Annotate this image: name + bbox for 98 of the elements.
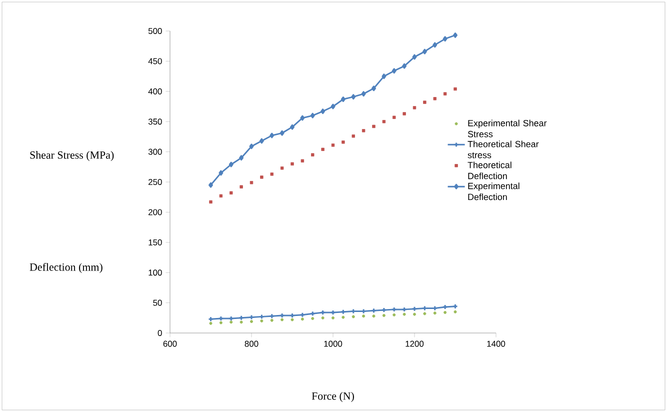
legend-label: Theoretical Shear stress xyxy=(468,140,539,158)
point xyxy=(310,112,315,118)
point xyxy=(361,91,366,97)
point xyxy=(443,92,447,96)
point xyxy=(219,321,222,324)
point xyxy=(352,315,355,318)
x-axis-title: Force (N) xyxy=(312,392,354,402)
point xyxy=(300,318,304,321)
point xyxy=(372,314,376,318)
point xyxy=(209,200,212,204)
point xyxy=(331,144,335,147)
point xyxy=(209,322,212,325)
point xyxy=(250,320,253,324)
point xyxy=(330,104,336,110)
point xyxy=(249,144,254,150)
y-tick-label: 50 xyxy=(153,300,162,306)
point xyxy=(454,310,457,314)
point xyxy=(311,153,314,156)
point xyxy=(300,115,305,121)
point xyxy=(290,124,294,130)
point xyxy=(412,54,417,60)
y-tick-label: 450 xyxy=(148,58,162,64)
y-tick-label: 150 xyxy=(148,239,162,246)
y-tick-label: 200 xyxy=(148,209,162,216)
point xyxy=(352,134,355,138)
point xyxy=(230,191,233,194)
point xyxy=(422,48,427,54)
point xyxy=(270,132,274,138)
point xyxy=(208,182,213,188)
x-tick-label: 1200 xyxy=(406,340,424,347)
point xyxy=(321,316,324,320)
x-tick-label: 1400 xyxy=(487,340,506,347)
point xyxy=(300,159,304,162)
point xyxy=(433,312,436,315)
point xyxy=(402,312,406,316)
point xyxy=(270,318,274,322)
point xyxy=(219,194,223,198)
point xyxy=(423,100,426,104)
y-tick-label: 250 xyxy=(148,179,162,185)
point xyxy=(239,155,244,161)
point xyxy=(260,176,264,179)
point xyxy=(218,170,224,176)
point xyxy=(362,129,366,132)
point xyxy=(230,320,233,324)
point xyxy=(433,97,436,100)
point xyxy=(423,312,426,316)
point xyxy=(228,162,234,168)
point xyxy=(453,32,458,38)
point xyxy=(280,130,284,136)
legend-label: Theoretical Deflection xyxy=(468,162,512,180)
legend-label: Experimental Deflection xyxy=(468,182,520,200)
y-tick-label: 350 xyxy=(148,118,162,125)
point xyxy=(392,313,396,316)
point xyxy=(259,138,264,144)
point xyxy=(382,120,386,124)
point xyxy=(311,317,314,320)
y-tick-label: 0 xyxy=(158,330,162,336)
point xyxy=(280,318,284,322)
point xyxy=(351,94,356,100)
y-tick-label: 300 xyxy=(148,148,162,155)
x-tick-label: 1000 xyxy=(324,340,342,347)
point xyxy=(372,124,376,128)
point xyxy=(382,314,386,317)
y-tick-label: 100 xyxy=(148,270,162,276)
point xyxy=(240,320,243,324)
x-tick-label: 800 xyxy=(244,340,258,347)
point xyxy=(412,106,416,110)
point xyxy=(290,162,294,166)
point xyxy=(444,310,447,314)
point xyxy=(280,166,284,170)
y-axis-title: Shear Stress (MPa) xyxy=(30,151,114,161)
point xyxy=(270,172,274,176)
point xyxy=(454,87,457,91)
point xyxy=(332,316,335,320)
point xyxy=(392,116,396,119)
point xyxy=(442,36,448,42)
y-tick-label: 400 xyxy=(148,88,162,94)
point xyxy=(432,42,438,48)
point xyxy=(321,148,324,151)
point xyxy=(240,185,243,188)
point xyxy=(290,318,294,322)
legend-label: Experimental Shear Stress xyxy=(468,120,547,138)
y-tick-label: 500 xyxy=(148,28,162,34)
point xyxy=(382,74,386,80)
text: Deflection (mm) xyxy=(30,262,102,274)
point xyxy=(342,316,345,319)
x-tick-label: 600 xyxy=(163,340,177,347)
point xyxy=(392,68,396,74)
point xyxy=(372,86,376,92)
point xyxy=(340,96,346,102)
point xyxy=(342,140,345,144)
point xyxy=(402,63,407,69)
point xyxy=(413,312,416,316)
point xyxy=(260,319,264,322)
point xyxy=(250,181,254,184)
point xyxy=(402,112,406,116)
point xyxy=(362,314,366,318)
point xyxy=(320,108,326,114)
